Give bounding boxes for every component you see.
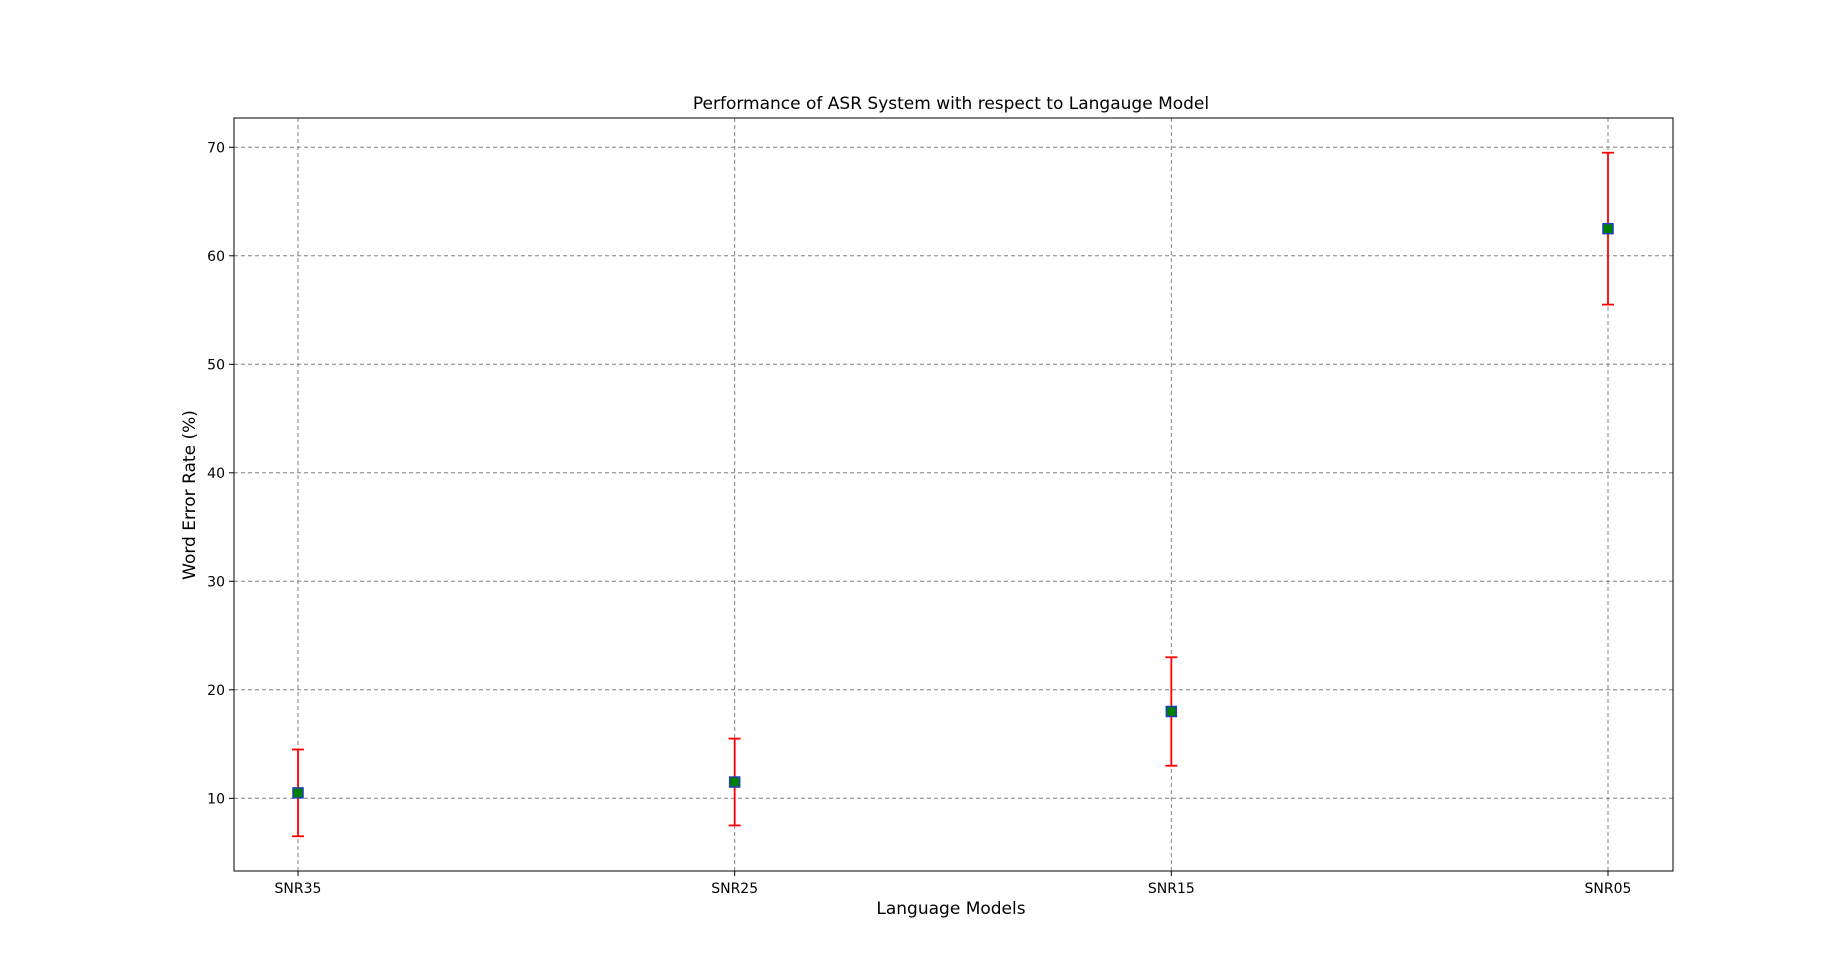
data-point-snr15 [1165,705,1178,718]
x-tick-label-snr05: SNR05 [1585,881,1632,897]
y-tick-label: 10 [207,791,225,807]
x-tick-label-snr25: SNR25 [711,881,758,897]
x-tick-label-snr15: SNR15 [1148,881,1195,897]
data-points [292,222,1614,799]
y-tick-label: 20 [207,683,225,699]
plot-frame [233,117,1674,872]
y-tick-label: 50 [207,357,225,373]
x-axis-label: Language Models [876,899,1025,919]
y-tick-label: 60 [207,249,225,265]
ticks: 10 20 30 40 50 60 70 SNR35 SNR25 SNR15 SNR05 [207,140,1631,897]
y-tick-label: 70 [207,140,225,156]
x-tick-label-snr35: SNR35 [275,881,322,897]
chart-title: Performance of ASR System with respect t… [693,94,1209,114]
grid [234,118,1673,871]
y-tick-label: 30 [207,574,225,590]
data-point-snr05 [1602,222,1614,235]
data-point-snr25 [728,776,741,788]
data-point-snr35 [292,787,304,799]
y-tick-label: 40 [207,466,225,482]
y-axis-label: Word Error Rate (%) [180,410,200,580]
